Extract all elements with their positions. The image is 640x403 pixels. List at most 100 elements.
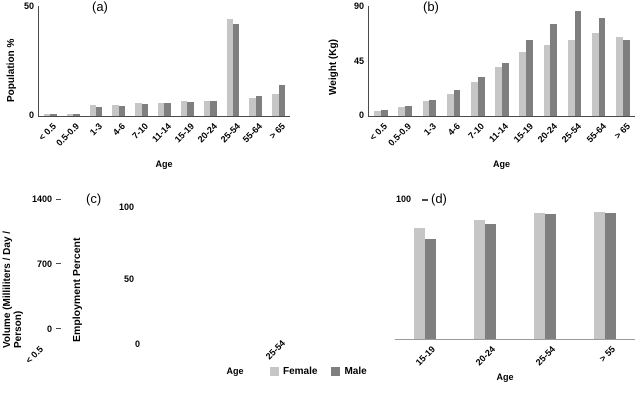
bar-male [477,76,485,116]
bar-female [44,113,51,116]
y-tick-label-volume: 700 [36,259,52,269]
y-tick-label-volume: 0 [46,324,52,334]
bar-female [519,52,527,116]
bar-female [567,40,575,116]
bar-group [369,6,393,116]
panel-label-c: (c) [86,191,102,206]
x-axis-title-d: Age [496,372,514,382]
y-tick-label-volume: 1400 [31,194,52,204]
bar-male [453,90,461,116]
panel-label-a: (a) [92,0,108,14]
tick-mark [56,199,61,200]
panel-label-b: (b) [423,0,439,14]
bar-female [89,105,97,116]
bar-group [575,202,635,339]
legend: Female Male [270,366,367,377]
legend-label-female: Female [283,366,318,377]
bar-group [199,6,222,116]
y-tick-label-employment: 0 [134,339,140,349]
bar-group [611,6,635,116]
bar-male [96,107,103,116]
y-tick-label-employment: 100 [118,202,134,212]
bar-male [232,23,240,116]
bar-female [180,100,188,116]
bar-group [538,6,562,116]
bar-male [255,96,263,116]
bar-male [278,85,285,116]
bar-group [466,6,490,116]
bar-group [62,6,85,116]
bar-male [598,18,606,116]
bar-male [118,106,126,116]
bar-group [176,6,199,116]
male-swatch-icon [331,367,341,376]
bar-male [50,113,57,116]
plot-area-a [38,6,290,117]
bar-male [164,102,171,116]
bar-group [395,202,455,339]
y-tick-label: 90 [353,1,364,11]
tick-mark [56,263,61,264]
y-axis-title-employment: Employment Percent [71,237,83,342]
bar-male [381,109,388,116]
bar-male [425,239,437,339]
bar-female [158,102,165,116]
bar-female [543,45,551,116]
bar-female [591,32,599,116]
bar-female [203,100,211,116]
y-tick-label: 0 [28,110,34,120]
bar-male [210,100,217,116]
bar-female [272,94,279,116]
bar-male [605,212,617,339]
bar-female [112,105,119,116]
bar-male [526,40,533,116]
female-swatch-icon [270,367,279,376]
chart-panel-a: Population % 50 0 (a) < 0.5 0.5-0.9 1-3 4-6… [0,0,310,190]
plot-area-b [368,6,635,117]
bar-male [545,214,557,339]
bar-female [135,102,142,116]
legend-item-male: Male [331,366,367,377]
bar-female [66,113,74,116]
y-axis-title-b: Weight (Kg) [328,39,339,95]
bar-group [417,6,441,116]
bar-female [471,81,478,116]
y-tick-label-employment: 50 [123,274,134,284]
bar-group [85,6,108,116]
y-tick-label: 100 [396,194,412,204]
bar-group [130,6,153,116]
bar-male [405,106,413,116]
y-axis-title-a: Population % [6,38,17,102]
bar-female [398,107,406,116]
bar-male [73,113,80,116]
bar-group [107,6,130,116]
y-tick-label: 45 [353,56,364,66]
bar-male [501,63,509,116]
y-tick-label: 50 [23,1,34,11]
legend-label-male: Male [344,366,367,377]
bar-male [485,223,497,339]
bar-male [574,10,582,116]
x-axis-title-a: Age [155,159,173,169]
bar-male [429,100,437,116]
x-axis-title-b: Age [492,159,510,169]
chart-panel-b: Weight (Kg) 90 45 0 (b) < 0.5 0.5-0.9 1-3 4… [320,0,640,190]
y-axis-title-volume: Volume (Milliliters / Day / Person) [2,231,24,348]
bar-group [587,6,611,116]
plot-area-d [395,202,635,340]
bar-group [267,6,290,116]
bar-female [422,101,430,116]
bar-group [455,202,515,339]
chart-panel-d: 100 (d) 15-19 20-24 25-54 > 55 Age [390,190,640,403]
bar-group [514,6,538,116]
y-tick-label: 0 [358,110,364,120]
bar-female [533,212,545,339]
bar-group [442,6,466,116]
bar-female [446,94,454,116]
panel-label-d: (d) [431,191,447,206]
bar-female [249,98,256,116]
bar-group [562,6,586,116]
bar-group [393,6,417,116]
bar-female [374,111,382,116]
